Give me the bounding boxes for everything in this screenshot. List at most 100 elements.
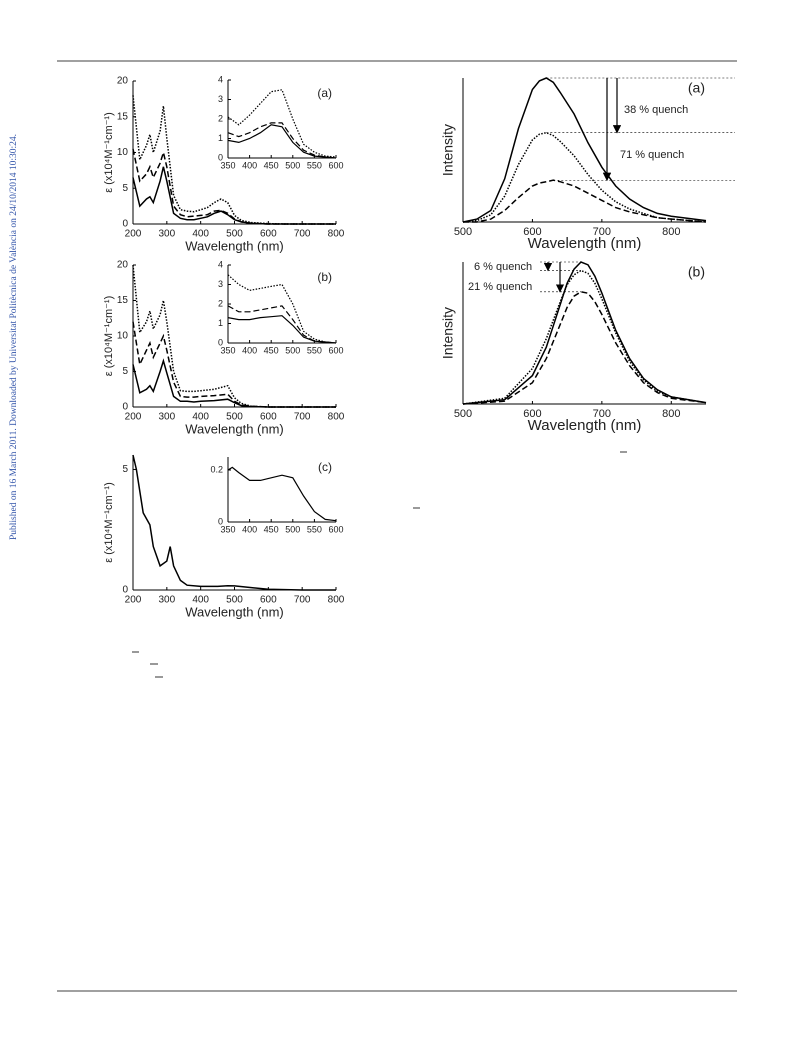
x-tick-label: 200 [125,595,142,606]
y-axis-title: Intensity [440,124,456,176]
x-tick-label: 400 [242,345,257,355]
x-tick-label: 200 [125,412,142,423]
y-axis-title: ε (x10⁴M⁻¹cm⁻¹) [103,482,115,563]
x-tick-label: 800 [662,408,680,420]
x-tick-label: 500 [285,160,300,170]
series-line [132,148,336,225]
x-tick-label: 350 [220,524,235,534]
x-tick-label: 800 [662,226,680,238]
series-line [462,291,707,405]
series-line [132,321,336,408]
x-axis-title: Wavelength (nm) [185,238,284,253]
series-line [132,358,336,408]
x-tick-label: 550 [307,524,322,534]
y-tick-label: 0 [218,516,223,526]
y-tick-label: 15 [117,295,129,306]
series-line [132,95,336,225]
x-tick-label: 600 [328,524,343,534]
x-tick-label: 500 [226,229,243,240]
y-tick-label: 2 [218,298,223,308]
x-tick-label: 200 [125,229,142,240]
series-line [227,274,337,344]
x-axis-title: Wavelength (nm) [185,421,284,436]
x-tick-label: 600 [260,229,277,240]
x-tick-label: 400 [192,229,209,240]
side-note: Published on 16 March 2011. Downloaded b… [9,134,19,540]
series-line [463,179,707,223]
x-tick-label: 500 [285,345,300,355]
x-tick-label: 800 [328,595,345,606]
x-tick-label: 550 [307,345,322,355]
series-line [227,305,337,344]
y-tick-label: 20 [117,76,129,87]
x-tick-label: 350 [220,160,235,170]
y-tick-label: 15 [117,111,129,122]
panel-label: (b) [317,270,332,284]
x-tick-label: 600 [328,345,343,355]
x-tick-label: 600 [523,408,541,420]
y-tick-label: 0 [122,402,128,413]
x-tick-label: 800 [328,229,345,240]
y-tick-label: 0 [122,585,128,596]
x-tick-label: 700 [294,229,311,240]
x-tick-label: 450 [264,160,279,170]
x-tick-label: 400 [192,595,209,606]
x-tick-label: 300 [158,595,175,606]
x-axis-title: Wavelength (nm) [528,417,642,434]
x-tick-label: 400 [242,524,257,534]
y-axis-title: ε (x10⁴M⁻¹cm⁻¹) [103,296,115,377]
panel-label: (b) [688,264,705,280]
series-line [132,166,336,225]
y-tick-label: 1 [218,133,223,143]
x-tick-label: 600 [260,412,277,423]
x-tick-label: 400 [192,412,209,423]
y-tick-label: 0 [218,337,223,347]
x-tick-label: 550 [307,160,322,170]
x-tick-label: 600 [328,160,343,170]
series-line [462,131,707,223]
annotation: 21 % quench [468,281,532,293]
series-line [132,454,336,591]
series-line [227,466,337,522]
x-tick-label: 600 [260,595,277,606]
x-tick-label: 500 [454,408,472,420]
x-tick-label: 500 [226,595,243,606]
y-tick-label: 4 [218,259,223,269]
x-tick-label: 700 [294,595,311,606]
overline-marks [132,451,627,678]
x-tick-label: 350 [220,345,235,355]
y-axis-title: Intensity [440,307,456,359]
panel-label: (a) [688,80,705,96]
x-tick-label: 700 [294,412,311,423]
x-tick-label: 450 [264,345,279,355]
y-tick-label: 0.2 [210,464,223,474]
x-tick-label: 500 [226,412,243,423]
annotation: 71 % quench [620,149,684,161]
y-axis-title: ε (x10⁴M⁻¹cm⁻¹) [103,112,115,193]
y-tick-label: 3 [218,279,223,289]
x-tick-label: 450 [264,524,279,534]
y-tick-label: 5 [122,464,128,475]
x-tick-label: 300 [158,229,175,240]
x-tick-label: 500 [285,524,300,534]
x-axis-title: Wavelength (nm) [185,604,284,619]
y-tick-label: 5 [122,366,128,377]
series-line [132,264,336,408]
series-line [227,122,337,159]
x-tick-label: 500 [454,226,472,238]
series-line [462,77,707,223]
x-tick-label: 800 [328,412,345,423]
y-tick-label: 5 [122,183,128,194]
y-tick-label: 3 [218,94,223,104]
annotation: 38 % quench [624,104,688,116]
x-tick-label: 600 [523,226,541,238]
series-line [462,261,707,405]
annotation: 6 % quench [474,261,532,273]
x-axis-title: Wavelength (nm) [528,235,642,252]
panel-label: (a) [317,86,332,100]
y-tick-label: 10 [117,331,129,342]
y-tick-label: 2 [218,113,223,123]
series-line [227,315,337,344]
y-tick-label: 4 [218,74,223,84]
